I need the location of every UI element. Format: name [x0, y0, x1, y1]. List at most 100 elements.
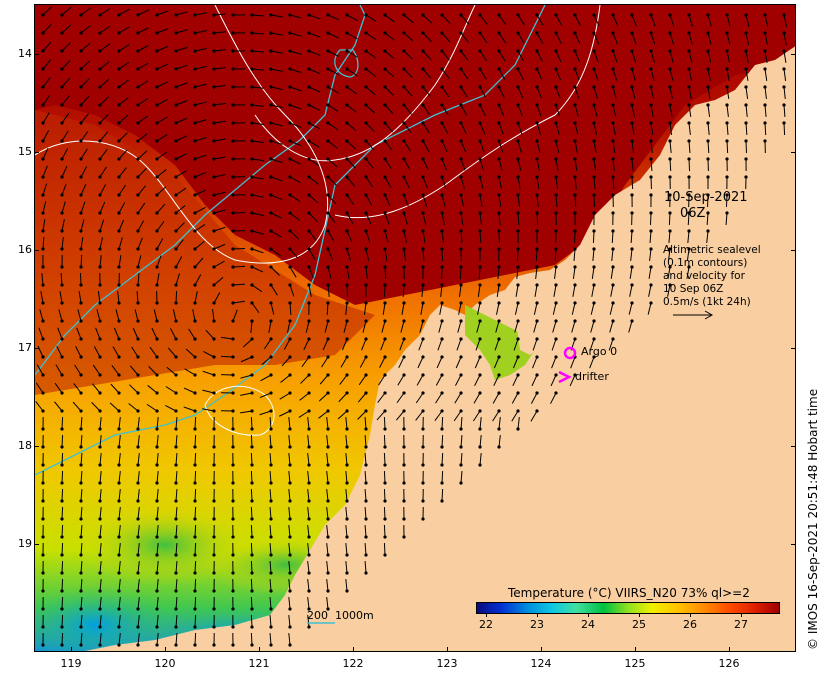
velocity-arrow — [517, 14, 525, 26]
drifter-marker[interactable] — [558, 370, 572, 384]
velocity-arrow-origin — [136, 499, 140, 503]
velocity-arrow — [261, 356, 272, 366]
velocity-arrow — [156, 471, 159, 484]
velocity-arrow — [95, 327, 101, 340]
velocity-arrow-origin — [592, 355, 596, 359]
velocity-arrow — [263, 338, 272, 350]
velocity-arrow-origin — [136, 31, 140, 35]
velocity-arrow — [175, 239, 184, 250]
velocity-arrow-origin — [117, 625, 121, 629]
velocity-arrow-origin — [98, 247, 102, 251]
velocity-arrow — [289, 86, 302, 92]
velocity-arrow-origin — [117, 13, 121, 17]
velocity-arrow-origin — [516, 49, 520, 53]
velocity-arrow-origin — [117, 355, 121, 359]
tick-mark — [259, 647, 260, 652]
velocity-arrow-origin — [364, 355, 368, 359]
velocity-arrow-origin — [516, 85, 520, 89]
velocity-arrow — [194, 416, 197, 430]
velocity-arrow-origin — [535, 211, 539, 215]
velocity-arrow — [648, 266, 652, 279]
velocity-arrow — [42, 59, 52, 70]
velocity-arrow — [286, 320, 291, 333]
sst-map[interactable] — [35, 5, 796, 652]
velocity-arrow-origin — [117, 643, 121, 647]
tick-mark — [34, 544, 39, 545]
velocity-arrow-origin — [60, 553, 64, 557]
velocity-arrow — [194, 119, 207, 124]
velocity-arrow-origin — [345, 247, 349, 251]
velocity-arrow-origin — [307, 355, 311, 359]
velocity-arrow — [251, 140, 264, 144]
velocity-arrow-origin — [193, 85, 197, 89]
velocity-arrow — [650, 104, 654, 117]
velocity-arrow — [400, 320, 405, 333]
velocity-arrow — [259, 392, 272, 399]
velocity-arrow-origin — [155, 319, 159, 323]
velocity-arrow-origin — [98, 85, 102, 89]
velocity-arrow — [441, 212, 445, 225]
velocity-arrow — [517, 140, 522, 153]
velocity-arrow — [590, 320, 595, 333]
velocity-arrow-origin — [117, 283, 121, 287]
velocity-arrow-origin — [307, 139, 311, 143]
velocity-arrow-origin — [725, 211, 729, 215]
velocity-arrow — [156, 615, 159, 628]
velocity-arrow — [194, 614, 197, 628]
velocity-arrow — [307, 525, 310, 538]
velocity-arrow-origin — [269, 625, 273, 629]
map-date: 10-Sep-2021 — [664, 190, 748, 205]
velocity-arrow — [460, 32, 469, 43]
velocity-arrow — [42, 236, 45, 250]
velocity-arrow — [647, 302, 652, 315]
velocity-arrow — [555, 158, 559, 171]
velocity-arrow-origin — [459, 355, 463, 359]
velocity-arrow — [346, 68, 358, 77]
velocity-arrow — [288, 633, 291, 646]
velocity-arrow — [111, 365, 120, 376]
velocity-arrow — [250, 320, 253, 333]
velocity-arrow — [459, 284, 462, 297]
velocity-arrow-origin — [364, 31, 368, 35]
velocity-arrow-origin — [421, 13, 425, 17]
velocity-arrow-origin — [212, 481, 216, 485]
velocity-arrow-origin — [41, 427, 45, 431]
velocity-arrow — [493, 374, 500, 386]
velocity-arrow-origin — [611, 211, 615, 215]
velocity-arrow-origin — [174, 643, 178, 647]
velocity-arrow-origin — [174, 553, 178, 557]
velocity-arrow-origin — [326, 67, 330, 71]
velocity-arrow-origin — [155, 481, 159, 485]
velocity-arrow — [289, 104, 302, 110]
velocity-arrow — [726, 86, 730, 99]
velocity-arrow-origin — [364, 337, 368, 341]
velocity-arrow-origin — [269, 337, 273, 341]
velocity-arrow-origin — [383, 157, 387, 161]
velocity-arrow-origin — [630, 49, 634, 53]
velocity-arrow — [175, 596, 178, 610]
velocity-arrow-origin — [402, 13, 406, 17]
velocity-arrow — [326, 489, 329, 502]
velocity-arrow — [688, 50, 693, 63]
velocity-arrow — [289, 50, 302, 55]
velocity-arrow — [175, 256, 183, 268]
velocity-arrow-origin — [554, 301, 558, 305]
velocity-arrow — [422, 86, 431, 97]
velocity-arrow — [156, 45, 169, 52]
velocity-arrow — [364, 488, 367, 502]
velocity-arrow-origin — [269, 193, 273, 197]
velocity-arrow — [137, 97, 149, 106]
velocity-arrow-origin — [98, 427, 102, 431]
velocity-arrow-origin — [459, 157, 463, 161]
velocity-arrow-origin — [155, 337, 159, 341]
velocity-arrow-origin — [288, 49, 292, 53]
velocity-arrow-origin — [383, 283, 387, 287]
velocity-arrow-origin — [345, 499, 349, 503]
velocity-arrow-origin — [364, 247, 368, 251]
velocity-arrow-origin — [497, 121, 501, 125]
argo-float-marker[interactable] — [563, 346, 577, 360]
velocity-arrow — [80, 596, 83, 610]
velocity-arrow — [345, 302, 348, 315]
velocity-arrow — [555, 50, 562, 63]
velocity-arrow — [591, 284, 595, 297]
